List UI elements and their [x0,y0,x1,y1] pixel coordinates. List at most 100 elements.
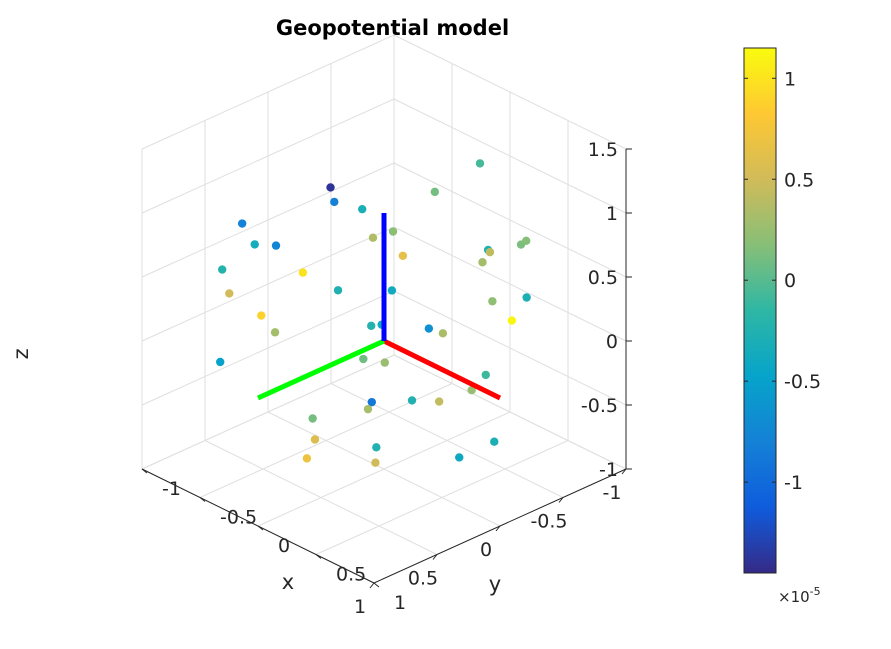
back-wall-gridline-z [141,98,395,214]
x-tick-mark [315,554,322,559]
y-tick-label: 0 [480,539,492,561]
z-tick-label: 1.5 [588,139,618,161]
side-wall-gridline-z [393,290,627,406]
data-point [367,321,376,330]
chart-title: Geopotential model [275,16,510,40]
data-point [250,240,259,249]
frame-x-axis [382,338,502,401]
side-wall-gridline-z [393,226,627,342]
data-point [507,316,517,325]
y-tick-label: 0.5 [408,568,438,590]
data-point [488,297,497,306]
colorbar-tick-label: -1 [784,472,803,494]
frame-y-axis [256,338,386,401]
y-tick-mark [495,525,501,532]
y-axis-label: y [489,572,501,596]
back-wall-gridline-z [141,290,395,406]
back-wall-gridline-z [141,34,395,150]
z-tick-label: 0 [606,331,618,353]
colorbar-ticks: 1 0.5 0 -0.5 -1 [744,68,821,494]
colorbar-tick-label: -0.5 [784,371,821,393]
data-point [455,453,464,462]
y-tick-label: -0.5 [530,511,567,533]
y-tick-mark [432,554,438,560]
data-point [302,454,312,463]
z-axis-label: z [9,348,33,359]
side-wall-gridline-z [393,34,627,150]
y-tick-mark [369,582,375,589]
x-tick-mark [199,497,206,502]
x-tick-mark [141,468,148,474]
data-point [298,268,308,277]
data-point [271,241,281,250]
x-tick-label: 1 [394,592,406,614]
data-point [358,204,367,214]
data-point [424,324,434,333]
floor-gridline-y [204,440,438,555]
data-point [330,197,339,207]
data-point [522,293,531,302]
data-point [380,358,389,367]
data-point [368,233,378,242]
data-point [475,159,485,168]
z-tick-label: -0.5 [581,395,618,417]
data-point [326,183,335,192]
data-point [310,435,320,444]
data-point [367,397,376,407]
data-point [430,187,440,197]
frame-layer [256,213,502,401]
back-wall-gridline-z [141,354,395,470]
data-point [481,370,490,380]
floor-gridline-y [267,411,501,527]
x-tick-label: -1 [162,478,181,500]
data-point [371,458,380,467]
data-point [216,357,225,367]
data-point [398,251,408,261]
x-tick-label: 0.5 [336,564,366,586]
colorbar-tick-label: 1 [784,68,796,90]
colorbar-gradient-bar [743,47,777,574]
axes-layer [141,148,632,589]
x-tick-label: -0.5 [220,507,257,529]
data-point [478,258,487,267]
data-point [522,236,531,245]
z-tick-label: 1 [606,203,618,225]
points-layer [216,159,531,467]
x-tick-mark [373,582,380,588]
x-tick-mark [257,525,264,531]
x-tick-label: 0 [278,535,290,557]
side-wall-gridline-z [393,162,627,278]
grid-layer [141,34,627,584]
data-point [363,404,373,414]
data-point [387,286,397,295]
colorbar-exponent: ×10-5 [778,585,821,606]
y-tick-mark [558,497,564,503]
colorbar: 1 0.5 0 -0.5 -1 ×10-5 [743,47,821,606]
data-point [237,219,247,228]
data-point [372,443,381,452]
data-point [270,328,280,337]
colorbar-tick-label: 0 [784,270,796,292]
data-point [467,385,476,395]
data-point [218,265,227,274]
data-point [333,286,343,295]
data-point [359,354,368,364]
data-point [407,396,417,405]
z-tick-label: 0.5 [588,267,618,289]
side-wall-gridline-z [393,98,627,214]
data-point [257,311,266,320]
y-tick-mark [621,468,627,475]
data-point [308,414,317,423]
colorbar-tick-label: 0.5 [784,169,814,191]
z-tick-label: -1 [599,459,618,481]
back-wall-gridline-z [141,162,395,278]
data-point [388,227,398,236]
floor-gridline-y [330,383,564,498]
back-wall-gridline-z [141,226,395,342]
data-point [438,329,448,338]
x-axis-label: x [282,570,294,594]
side-wall-gridline-z [393,354,627,470]
